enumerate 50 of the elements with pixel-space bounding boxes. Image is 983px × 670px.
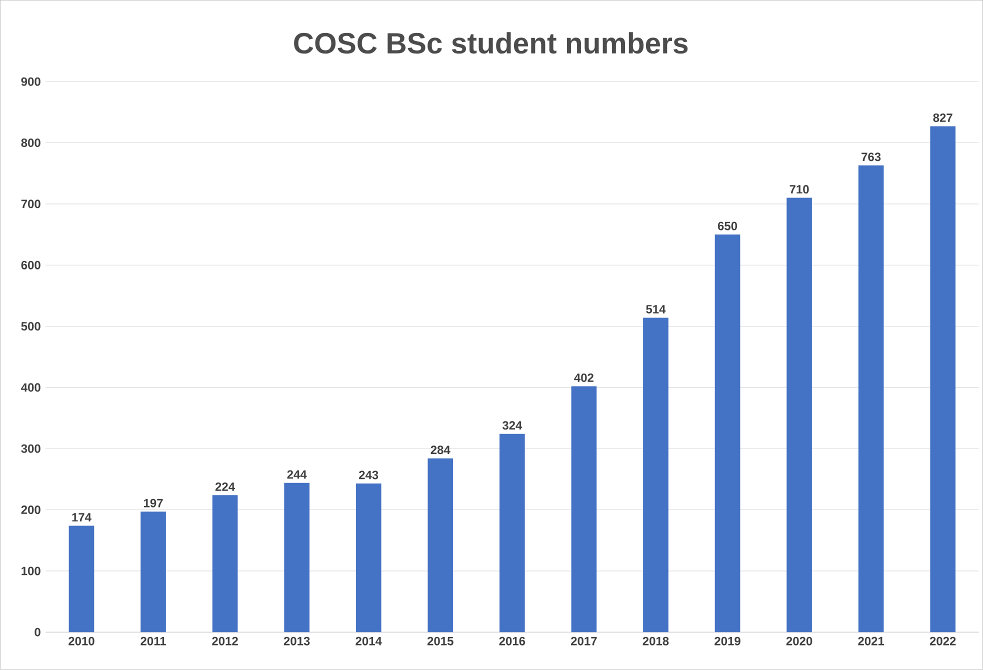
x-tick-label: 2014 (356, 636, 382, 646)
x-tick-label: 2012 (212, 636, 238, 646)
data-label: 827 (933, 114, 952, 122)
x-tick-label: 2022 (930, 636, 956, 646)
bar (500, 434, 525, 632)
data-label: 244 (287, 470, 307, 479)
bar (643, 318, 668, 632)
x-tick-label: 2011 (140, 636, 166, 646)
y-tick-label: 700 (21, 200, 40, 208)
data-label: 197 (144, 498, 163, 508)
bar (212, 495, 238, 632)
data-label: 243 (359, 470, 378, 480)
x-tick-label: 2018 (642, 636, 669, 646)
data-label: 650 (718, 222, 738, 230)
data-label: 710 (790, 185, 809, 194)
x-tick-label: 2013 (284, 636, 310, 646)
data-label: 402 (574, 374, 594, 382)
data-label: 514 (646, 305, 666, 314)
bar (714, 234, 740, 632)
y-tick-label: 400 (21, 383, 40, 392)
bar (428, 458, 454, 632)
y-tick-label: 300 (21, 444, 40, 453)
y-tick-label: 500 (21, 322, 40, 331)
bar (858, 166, 884, 632)
chart-title: COSC BSc student numbers (294, 32, 688, 54)
y-tick-label: 100 (22, 566, 40, 576)
bar (140, 512, 166, 632)
y-tick-label: 200 (21, 506, 40, 514)
bar (68, 526, 94, 632)
y-tick-label: 800 (21, 138, 40, 148)
data-label: 763 (862, 152, 881, 162)
x-tick-label: 2021 (858, 636, 884, 646)
bar (284, 483, 310, 632)
y-tick-label: 600 (21, 260, 40, 270)
y-tick-label: 900 (21, 77, 40, 86)
x-tick-label: 2020 (786, 636, 812, 646)
x-tick-label: 2010 (68, 636, 94, 646)
x-tick-label: 2019 (714, 636, 740, 646)
y-tick-label: 0 (34, 628, 40, 637)
bar (571, 386, 597, 632)
bar (786, 198, 812, 632)
x-tick-label: 2016 (499, 636, 526, 646)
x-tick-label: 2017 (571, 636, 597, 646)
x-tick-label: 2015 (427, 636, 454, 646)
data-label: 324 (502, 421, 522, 430)
data-label: 174 (72, 513, 92, 522)
bar (930, 126, 956, 632)
bar (356, 484, 382, 632)
data-label: 224 (215, 482, 235, 491)
data-label: 284 (430, 446, 450, 454)
